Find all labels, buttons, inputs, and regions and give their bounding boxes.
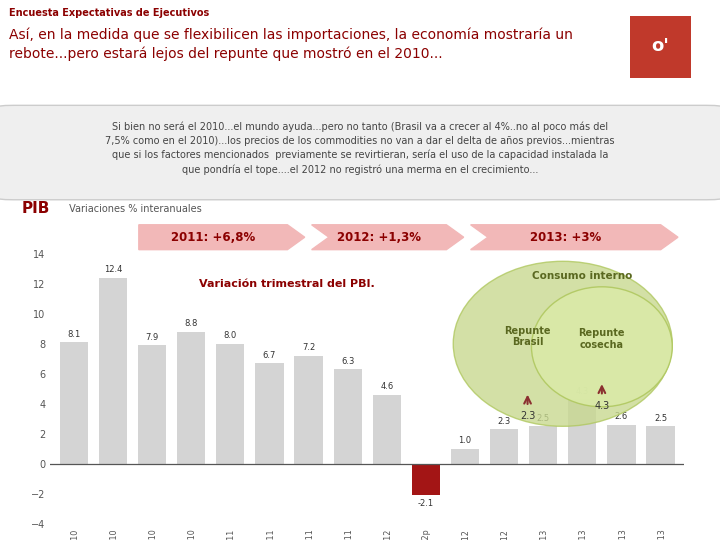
Bar — [60, 342, 88, 464]
Bar — [256, 363, 284, 464]
Text: 2011: +6,8%: 2011: +6,8% — [171, 231, 256, 244]
Text: 7.2: 7.2 — [302, 343, 315, 352]
Bar — [294, 356, 323, 464]
Bar — [490, 429, 518, 464]
Text: 2.5: 2.5 — [536, 414, 550, 422]
Ellipse shape — [454, 261, 672, 426]
Bar — [412, 464, 440, 495]
Bar — [177, 332, 205, 464]
Bar — [216, 344, 244, 464]
Text: Variaciones % interanuales: Variaciones % interanuales — [66, 204, 202, 213]
FancyBboxPatch shape — [0, 105, 720, 200]
Polygon shape — [139, 225, 305, 249]
Text: 2.3: 2.3 — [498, 416, 510, 426]
Text: Variación trimestral del PBI.: Variación trimestral del PBI. — [199, 279, 375, 289]
Polygon shape — [471, 225, 678, 249]
Ellipse shape — [531, 287, 672, 407]
Text: 4.3: 4.3 — [576, 387, 589, 395]
Bar — [451, 449, 479, 464]
Bar — [333, 369, 361, 464]
Text: Repunte
Brasil: Repunte Brasil — [504, 326, 551, 347]
Bar — [608, 425, 636, 464]
Text: 1.0: 1.0 — [459, 436, 472, 445]
FancyBboxPatch shape — [628, 15, 693, 80]
Text: 7.9: 7.9 — [145, 333, 158, 342]
Bar — [99, 278, 127, 464]
Text: 2.5: 2.5 — [654, 414, 667, 422]
Text: 2013: +3%: 2013: +3% — [530, 231, 601, 244]
Text: 8.8: 8.8 — [184, 319, 198, 328]
Text: o': o' — [652, 37, 670, 55]
Text: 2012: +1,3%: 2012: +1,3% — [337, 231, 421, 244]
Bar — [529, 426, 557, 464]
Text: -2.1: -2.1 — [418, 499, 434, 508]
Bar — [568, 399, 596, 464]
Bar — [138, 345, 166, 464]
Text: Repunte
cosecha: Repunte cosecha — [579, 328, 625, 350]
Polygon shape — [312, 225, 464, 249]
Text: 12.4: 12.4 — [104, 265, 122, 274]
Text: Si bien no será el 2010...el mundo ayuda...pero no tanto (Brasil va a crecer al : Si bien no será el 2010...el mundo ayuda… — [105, 121, 615, 175]
Text: Así, en la medida que se flexibilicen las importaciones, la economía mostraría u: Así, en la medida que se flexibilicen la… — [9, 27, 573, 61]
Text: 4.6: 4.6 — [380, 382, 393, 391]
Bar — [647, 426, 675, 464]
Text: 6.7: 6.7 — [263, 350, 276, 360]
Text: 2.6: 2.6 — [615, 412, 628, 421]
Bar — [373, 395, 401, 464]
Text: PIB: PIB — [22, 201, 50, 216]
Text: Consumo interno: Consumo interno — [532, 271, 632, 281]
Text: 2.3: 2.3 — [520, 411, 535, 421]
Text: 6.3: 6.3 — [341, 356, 354, 366]
Text: Encuesta Expectativas de Ejecutivos: Encuesta Expectativas de Ejecutivos — [9, 8, 210, 18]
Text: 4.3: 4.3 — [594, 401, 610, 411]
Text: 8.0: 8.0 — [224, 331, 237, 340]
Text: 8.1: 8.1 — [67, 329, 81, 339]
